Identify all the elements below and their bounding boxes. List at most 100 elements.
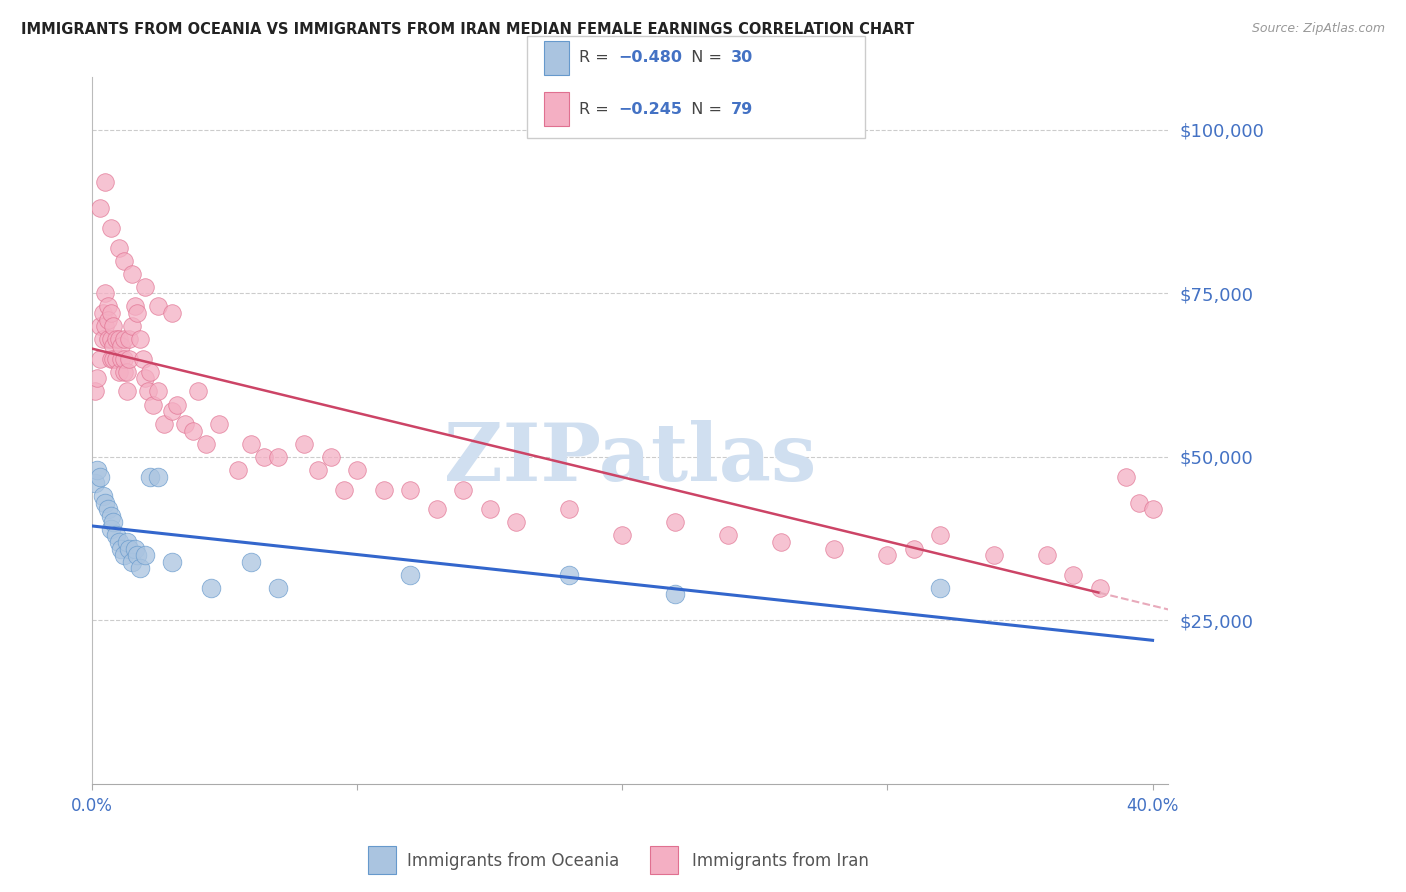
Point [612,528,634,542]
Point [91,306,114,320]
Point [121,319,143,334]
Text: R =: R = [579,50,614,65]
Point [128,332,150,346]
Point [983,548,1005,562]
Point [929,528,952,542]
Point [307,463,329,477]
Point [166,398,188,412]
Point [100,306,122,320]
Point [105,351,128,366]
Text: Immigrants from Iran: Immigrants from Iran [692,852,869,870]
Point [89,469,111,483]
Point [195,437,218,451]
Point [89,202,111,216]
Point [478,502,501,516]
Point [142,398,165,412]
Text: 79: 79 [731,102,754,117]
Point [319,450,342,464]
Point [103,319,125,334]
Point [103,351,125,366]
Text: 30: 30 [731,50,754,65]
Point [399,567,422,582]
Point [267,450,290,464]
Point [1128,496,1150,510]
Text: N =: N = [681,102,727,117]
Point [717,528,740,542]
Point [97,502,120,516]
Text: ZIPatlas: ZIPatlas [444,420,817,498]
Point [91,332,114,346]
Point [152,417,174,432]
Point [181,424,204,438]
Point [200,581,222,595]
Point [112,351,135,366]
Point [124,541,146,556]
Point [148,300,170,314]
Point [94,319,117,334]
Point [1115,469,1137,483]
Point [240,555,263,569]
Point [100,221,122,235]
Text: IMMIGRANTS FROM OCEANIA VS IMMIGRANTS FROM IRAN MEDIAN FEMALE EARNINGS CORRELATI: IMMIGRANTS FROM OCEANIA VS IMMIGRANTS FR… [21,22,914,37]
Text: Source: ZipAtlas.com: Source: ZipAtlas.com [1251,22,1385,36]
Point [134,280,156,294]
Point [903,541,925,556]
Point [505,516,527,530]
Point [100,351,122,366]
Point [112,332,135,346]
Point [110,351,132,366]
Point [226,463,249,477]
Point [1142,502,1164,516]
Point [89,319,111,334]
Text: R =: R = [579,102,614,117]
Point [86,371,108,385]
Point [160,404,183,418]
Point [664,516,686,530]
Point [128,561,150,575]
Point [139,365,162,379]
Point [110,339,132,353]
Point [558,502,581,516]
Point [115,384,138,399]
Point [105,528,128,542]
Point [208,417,231,432]
Point [174,417,197,432]
Point [136,384,159,399]
Point [770,535,793,549]
Point [107,332,129,346]
Point [107,535,129,549]
Point [100,332,122,346]
Point [121,267,143,281]
Point [346,463,368,477]
Point [97,332,120,346]
Point [240,437,263,451]
Point [124,300,146,314]
Point [97,312,120,326]
Point [97,300,120,314]
Point [107,241,129,255]
Text: −0.480: −0.480 [619,50,683,65]
Point [105,332,128,346]
Point [1035,548,1057,562]
Point [118,351,141,366]
Point [664,587,686,601]
Point [86,463,108,477]
Point [267,581,290,595]
Point [103,339,125,353]
Point [100,508,122,523]
Point [148,469,170,483]
Point [1062,567,1084,582]
Point [134,371,156,385]
Point [115,365,138,379]
Point [121,555,143,569]
Text: Immigrants from Oceania: Immigrants from Oceania [408,852,619,870]
Point [112,365,135,379]
Point [112,548,135,562]
Point [160,306,183,320]
Point [118,541,141,556]
Point [134,548,156,562]
Point [94,496,117,510]
Point [558,567,581,582]
Point [94,175,117,189]
Text: −0.245: −0.245 [619,102,683,117]
